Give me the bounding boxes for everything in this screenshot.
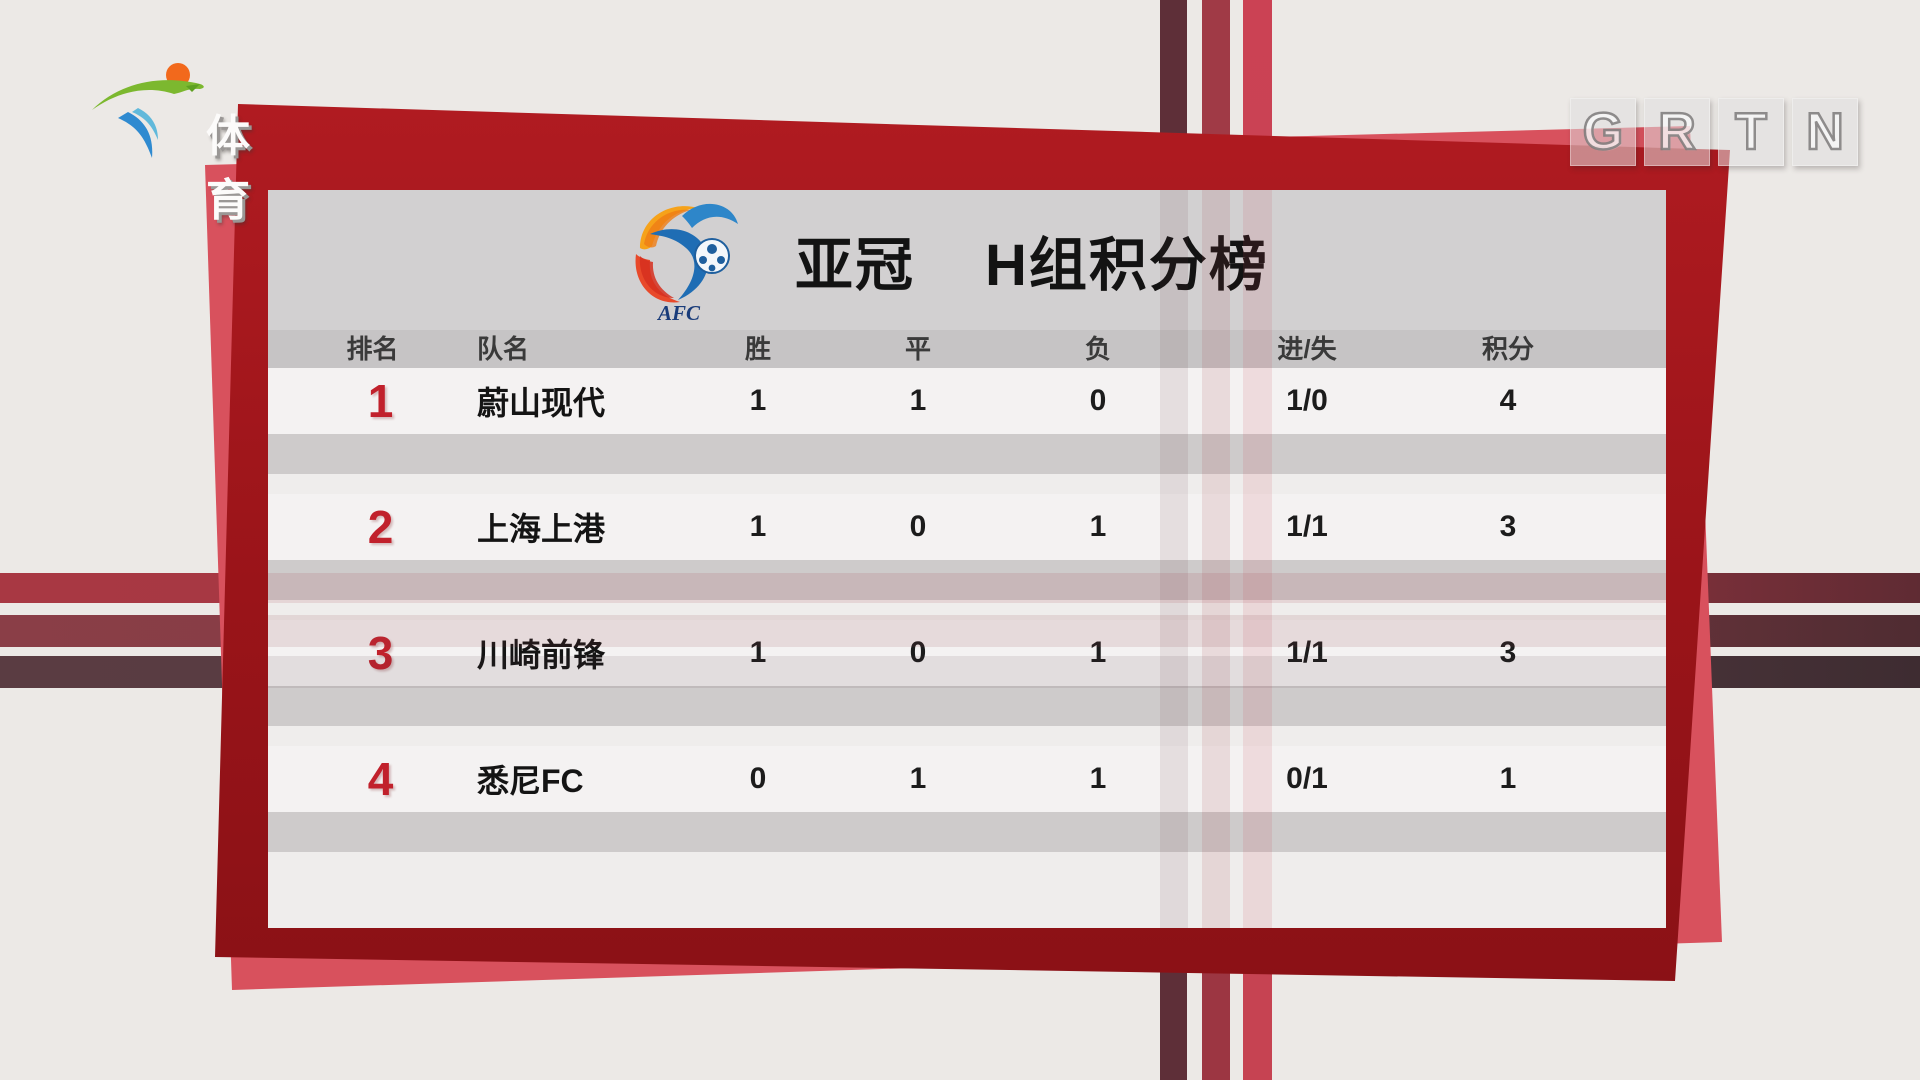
win-value: 1 xyxy=(749,636,767,669)
watermark-tile: G xyxy=(1570,98,1636,166)
win-value: 1 xyxy=(749,510,767,543)
header-points: 积分 xyxy=(1481,334,1534,364)
page-title: 亚冠 H组积分榜 xyxy=(795,190,1269,330)
goals-value: 1/1 xyxy=(1286,510,1328,543)
win-value: 0 xyxy=(749,762,767,795)
svg-text:AFC: AFC xyxy=(656,301,701,325)
watermark-letter: R xyxy=(1657,102,1697,163)
table-row: 4 悉尼FC 0 1 1 0/1 1 xyxy=(268,746,1666,812)
team-name: 川崎前锋 xyxy=(477,637,606,673)
table-row: 2 上海上港 1 0 1 1/1 3 xyxy=(268,494,1666,560)
channel-logo-icon xyxy=(92,63,204,158)
row-separator xyxy=(268,434,1666,474)
draw-value: 0 xyxy=(909,510,927,543)
loss-value: 1 xyxy=(1089,510,1107,543)
draw-value: 1 xyxy=(909,384,927,417)
title-group: H组积分榜 xyxy=(985,233,1269,298)
team-name: 悉尼FC xyxy=(477,763,584,799)
row-separator xyxy=(268,686,1666,726)
watermark-letter: T xyxy=(1734,102,1768,163)
goals-value: 1/0 xyxy=(1286,384,1328,417)
table-header-row: 排名 队名 胜 平 负 进/失 积分 xyxy=(268,330,1666,368)
draw-value: 1 xyxy=(909,762,927,795)
channel-label: 体育 xyxy=(206,112,254,225)
grtn-watermark: G R T N xyxy=(1570,98,1858,166)
row-separator xyxy=(268,812,1666,852)
rank-value: 3 xyxy=(367,627,394,679)
header-win: 胜 xyxy=(744,334,771,364)
loss-value: 0 xyxy=(1089,384,1107,417)
loss-value: 1 xyxy=(1089,636,1107,669)
watermark-letter: G xyxy=(1582,102,1625,163)
header-goals: 进/失 xyxy=(1277,334,1337,364)
watermark-tile: R xyxy=(1644,98,1710,166)
win-value: 1 xyxy=(749,384,767,417)
team-name: 蔚山现代 xyxy=(477,385,606,421)
watermark-tile: T xyxy=(1718,98,1784,166)
points-value: 3 xyxy=(1499,510,1517,543)
goals-value: 0/1 xyxy=(1286,762,1328,795)
rank-value: 2 xyxy=(367,501,394,553)
rank-value: 4 xyxy=(367,753,394,805)
rank-value: 1 xyxy=(367,375,394,427)
table-rows: 1 蔚山现代 1 1 0 1/0 4 2 上海上港 1 0 1 1/1 3 xyxy=(268,368,1666,872)
goals-value: 1/1 xyxy=(1286,636,1328,669)
watermark-tile: N xyxy=(1792,98,1858,166)
loss-value: 1 xyxy=(1089,762,1107,795)
header-team: 队名 xyxy=(477,334,530,364)
standings-card: AFC 亚冠 H组积分榜 排名 队名 胜 平 负 进/失 积分 1 蔚山现代 1… xyxy=(268,190,1666,928)
title-league: 亚冠 xyxy=(795,233,916,298)
points-value: 1 xyxy=(1499,762,1517,795)
points-value: 4 xyxy=(1499,384,1517,417)
draw-value: 0 xyxy=(909,636,927,669)
table-row: 1 蔚山现代 1 1 0 1/0 4 xyxy=(268,368,1666,434)
points-value: 3 xyxy=(1499,636,1517,669)
header-loss: 负 xyxy=(1084,334,1111,364)
watermark-letter: N xyxy=(1805,102,1845,163)
header-rank: 排名 xyxy=(346,334,399,364)
row-separator xyxy=(268,560,1666,600)
team-name: 上海上港 xyxy=(477,511,606,547)
afc-logo-icon: AFC xyxy=(635,203,738,325)
header-draw: 平 xyxy=(904,334,931,364)
table-row: 3 川崎前锋 1 0 1 1/1 3 xyxy=(268,620,1666,686)
title-band: AFC 亚冠 H组积分榜 xyxy=(268,190,1666,330)
